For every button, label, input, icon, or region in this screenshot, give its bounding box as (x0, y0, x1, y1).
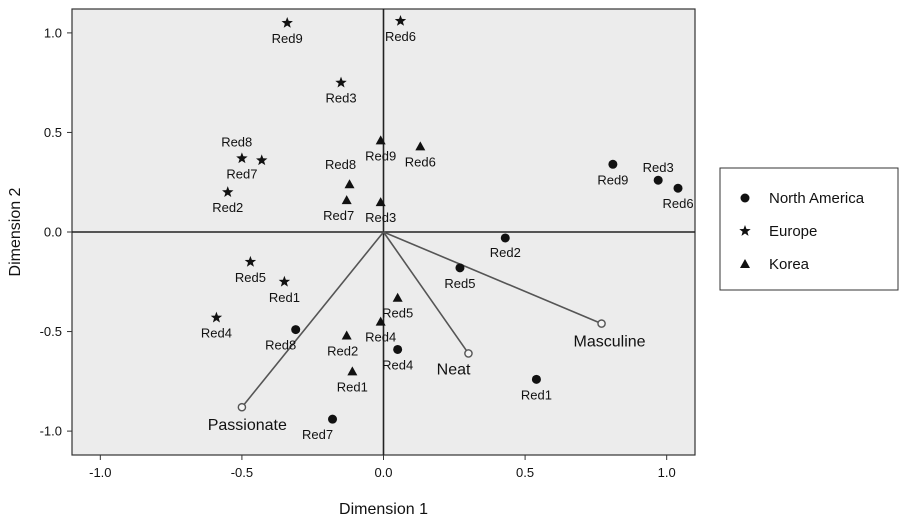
data-point (341, 195, 352, 205)
x-tick-label: -0.5 (231, 465, 253, 480)
data-point (291, 325, 301, 335)
point-label: Red5 (382, 306, 413, 321)
data-point (236, 152, 248, 164)
ticks-layer: -1.0 -0.5 0.0 0.5 1.0 -1.0 -0.5 0.0 0.5 1.0 (40, 25, 676, 480)
point-label: Red8 (325, 157, 356, 172)
vector-line (241, 231, 385, 408)
data-point (244, 255, 257, 267)
y-tick-label: 0.0 (44, 225, 62, 240)
y-tick-label: 1.0 (44, 25, 62, 40)
point-label: Red2 (327, 344, 358, 359)
point-label: Red7 (226, 166, 257, 181)
vector-endpoint (597, 319, 606, 328)
data-point (393, 344, 403, 354)
vectors-layer: Passionate Neat Masculine (208, 231, 646, 434)
data-point (455, 263, 465, 273)
data-point (531, 374, 541, 384)
point-label: Red9 (365, 148, 396, 163)
legend-label: North America (769, 190, 865, 207)
point-label: Red5 (444, 276, 475, 291)
data-point (341, 330, 352, 340)
data-point (344, 179, 355, 189)
data-point (375, 316, 386, 326)
x-tick-label: -1.0 (89, 465, 111, 480)
vector-line (383, 231, 602, 325)
point-label: Red2 (212, 200, 243, 215)
data-point (500, 233, 510, 243)
point-label: Red1 (269, 290, 300, 305)
vector-line (382, 231, 470, 354)
data-point (653, 175, 663, 185)
point-label: Red9 (597, 172, 628, 187)
point-label: Red7 (323, 208, 354, 223)
legend-marker (740, 193, 750, 203)
legend: North America Europe Korea (719, 167, 899, 291)
legend-box (719, 167, 899, 291)
vector-label: Masculine (574, 334, 646, 351)
data-point (347, 366, 358, 376)
points-layer: Red1 Red2 Red3 Red4 Red5 Red6 Red7 Red8 Red9 Red1… (201, 14, 694, 442)
point-label: Red3 (365, 210, 396, 225)
data-point (392, 292, 403, 302)
y-tick-label: 0.5 (44, 125, 62, 140)
data-point (281, 16, 293, 28)
point-label: Red6 (662, 196, 693, 211)
data-point (256, 154, 268, 166)
point-label: Red3 (643, 160, 674, 175)
legend-marker (740, 259, 750, 268)
data-point (673, 183, 683, 193)
vector-label: Neat (437, 361, 471, 378)
data-point (278, 275, 291, 287)
point-label: Red6 (385, 29, 416, 44)
data-point (210, 311, 223, 323)
data-point (375, 135, 386, 145)
point-label: Red4 (365, 330, 396, 345)
legend-label: Korea (769, 256, 810, 273)
data-point (328, 414, 338, 424)
y-tick-label: -0.5 (40, 324, 62, 339)
point-label: Red1 (337, 379, 368, 394)
legend-label: Europe (769, 223, 817, 240)
data-point (394, 14, 407, 26)
vector-endpoint (464, 349, 473, 358)
x-axis-title: Dimension 1 (339, 501, 428, 518)
data-point (335, 76, 347, 88)
y-axis-title: Dimension 2 (7, 187, 24, 276)
point-label: Red1 (521, 387, 552, 402)
legend-marker (739, 225, 751, 236)
point-label: Red4 (201, 326, 232, 341)
point-label: Red2 (490, 245, 521, 260)
vector-endpoint (237, 402, 247, 412)
data-point (375, 197, 386, 207)
data-point (415, 141, 426, 151)
point-label: Red8 (265, 338, 296, 353)
y-tick-label: -1.0 (40, 424, 62, 439)
x-tick-label: 1.0 (658, 465, 676, 480)
x-tick-label: 0.0 (374, 465, 392, 480)
vector-label: Passionate (208, 417, 287, 434)
point-label: Red3 (325, 91, 356, 106)
point-label: Red8 (221, 134, 252, 149)
x-tick-label: 0.5 (516, 465, 534, 480)
data-point (608, 159, 618, 169)
point-label: Red7 (302, 427, 333, 442)
point-label: Red9 (272, 31, 303, 46)
data-point (222, 186, 234, 198)
point-label: Red5 (235, 270, 266, 285)
point-label: Red4 (382, 357, 413, 372)
point-label: Red6 (405, 154, 436, 169)
